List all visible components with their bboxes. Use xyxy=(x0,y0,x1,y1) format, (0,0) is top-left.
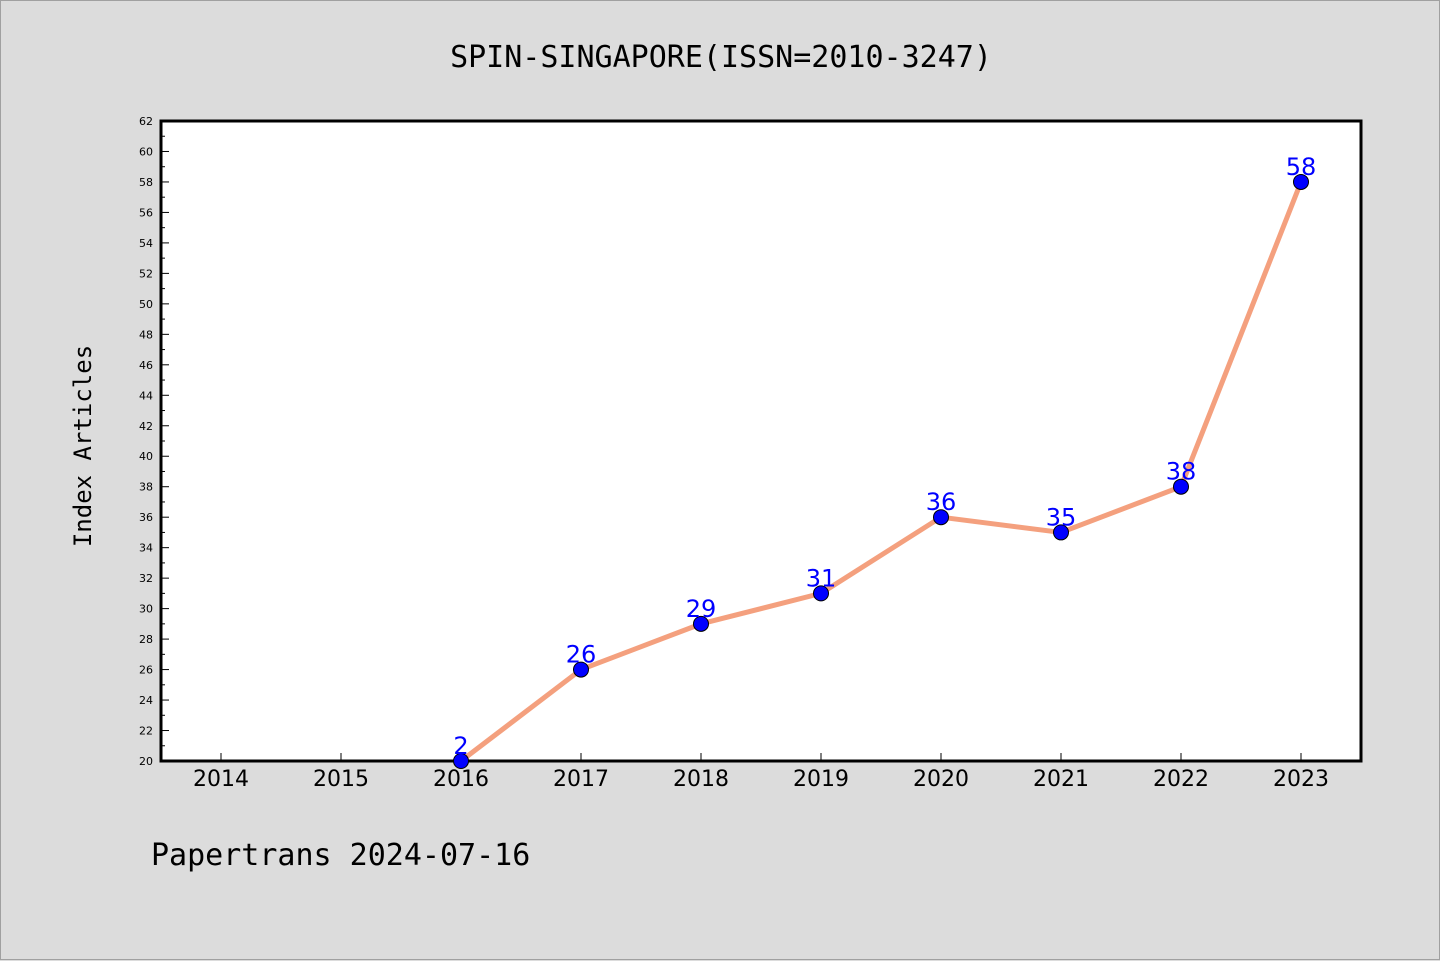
y-tick-label: 36 xyxy=(139,511,153,524)
x-axis-ticks: 2014 2015 2016 2017 2018 2019 2020 2021 2022 2023 xyxy=(193,753,1329,792)
y-tick-label: 48 xyxy=(139,328,153,341)
x-tick-label: 2019 xyxy=(793,767,849,792)
data-point xyxy=(1173,478,1189,495)
y-tick-label: 32 xyxy=(139,572,153,585)
data-point xyxy=(1053,524,1069,541)
y-tick-label: 62 xyxy=(139,115,153,128)
data-labels: 2 26 29 31 36 35 38 58 xyxy=(453,153,1316,760)
data-point xyxy=(453,753,469,769)
y-tick-label: 46 xyxy=(139,359,153,372)
y-tick-label: 34 xyxy=(139,542,153,555)
series-polyline xyxy=(459,181,1304,763)
x-tick-label: 2016 xyxy=(433,767,489,792)
x-tick-label: 2023 xyxy=(1273,767,1329,792)
x-tick-label: 2021 xyxy=(1033,767,1089,792)
y-tick-label: 56 xyxy=(139,206,153,219)
data-point xyxy=(693,615,709,632)
data-label: 26 xyxy=(566,641,597,669)
y-axis-label: Index Articles xyxy=(69,345,97,547)
x-tick-label: 2018 xyxy=(673,767,729,792)
x-tick-label: 2020 xyxy=(913,767,969,792)
y-tick-label: 44 xyxy=(139,389,153,402)
y-axis-ticks: 20 22 24 26 28 30 32 34 36 38 40 42 44 46 48 50 52 54 56 58… xyxy=(139,115,169,768)
x-tick-label: 2014 xyxy=(193,767,249,792)
x-tick-label: 2015 xyxy=(313,767,369,792)
y-tick-label: 24 xyxy=(139,694,153,707)
data-label: 35 xyxy=(1046,503,1077,531)
y-tick-label: 38 xyxy=(139,481,153,494)
x-tick-label: 2017 xyxy=(553,767,609,792)
y-tick-label: 40 xyxy=(139,450,153,463)
series-line xyxy=(453,173,1309,769)
y-tick-label: 60 xyxy=(139,145,153,158)
y-tick-label: 52 xyxy=(139,267,153,280)
y-tick-label: 30 xyxy=(139,603,153,616)
x-tick-label: 2022 xyxy=(1153,767,1209,792)
data-label: 38 xyxy=(1166,458,1197,486)
data-point xyxy=(1293,173,1309,190)
data-label: 31 xyxy=(806,564,837,592)
y-tick-label: 58 xyxy=(139,176,153,189)
y-tick-label: 42 xyxy=(139,420,153,433)
data-label: 2 xyxy=(453,732,468,760)
data-label: 36 xyxy=(926,488,957,516)
y-tick-label: 20 xyxy=(139,755,153,768)
data-point xyxy=(933,509,949,526)
data-point xyxy=(813,585,829,602)
y-tick-label: 26 xyxy=(139,664,153,677)
data-label: 29 xyxy=(686,595,717,623)
footer-text: Papertrans 2024-07-16 xyxy=(151,838,530,873)
y-tick-label: 28 xyxy=(139,633,153,646)
data-label: 58 xyxy=(1286,153,1317,181)
data-point xyxy=(573,661,589,678)
y-tick-label: 22 xyxy=(139,725,153,738)
y-tick-label: 54 xyxy=(139,237,153,250)
y-tick-label: 50 xyxy=(139,298,153,311)
plot-area xyxy=(159,119,1363,763)
chart-title: SPIN-SINGAPORE(ISSN=2010-3247) xyxy=(450,40,992,75)
